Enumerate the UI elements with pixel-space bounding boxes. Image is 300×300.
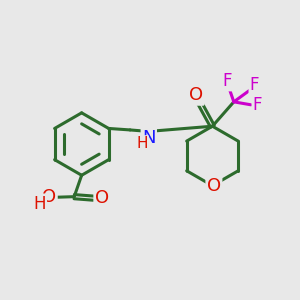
Text: H: H xyxy=(33,195,46,213)
Text: H: H xyxy=(136,136,148,152)
Text: F: F xyxy=(222,72,232,90)
Text: F: F xyxy=(250,76,260,94)
Text: O: O xyxy=(42,188,56,206)
Text: O: O xyxy=(207,177,221,195)
Text: O: O xyxy=(95,189,109,207)
Text: F: F xyxy=(253,96,262,114)
Text: N: N xyxy=(142,129,155,147)
Text: O: O xyxy=(189,86,203,104)
